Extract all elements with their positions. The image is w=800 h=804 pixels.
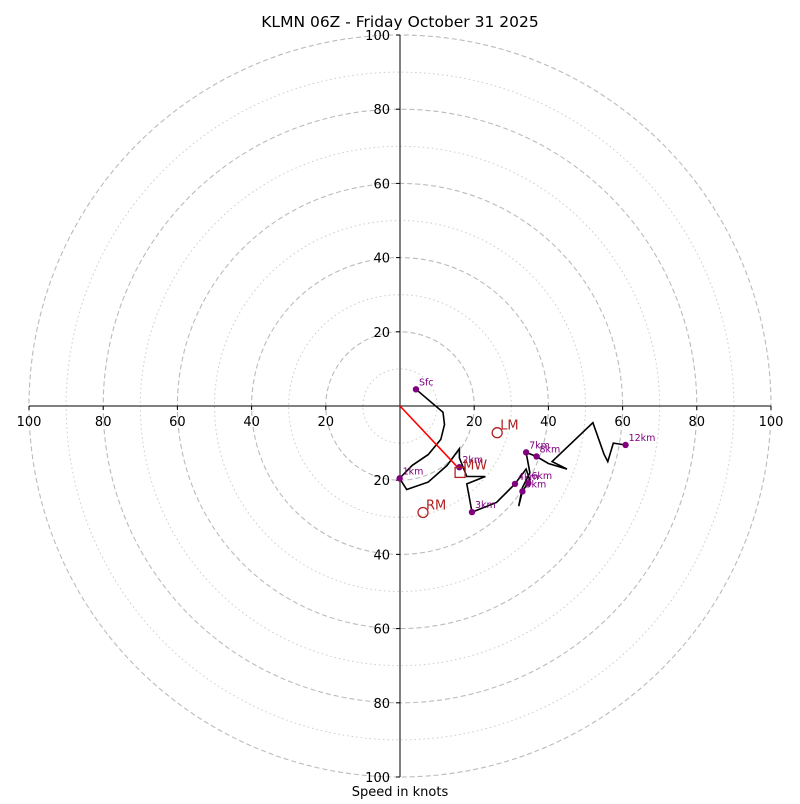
x-tick-label: 60 (169, 415, 186, 430)
height-marker-8km (533, 453, 540, 460)
height-marker-6km (525, 479, 532, 487)
height-marker-7km (522, 449, 530, 456)
height-marker-12km (622, 441, 629, 449)
x-tick-label: 100 (17, 415, 42, 430)
height-marker-5km (519, 488, 526, 495)
y-tick-label: 20 (373, 326, 390, 341)
height-label-7km: 7km (529, 440, 550, 451)
height-label-2km: 2km (462, 455, 483, 466)
x-axis-label: Speed in knots (352, 785, 449, 800)
y-tick-label: 80 (373, 697, 390, 712)
x-tick-label: 20 (318, 415, 335, 430)
y-tick-label: 60 (373, 623, 390, 638)
storm-motion-label-RM: RM (426, 498, 446, 513)
y-tick-label: 100 (365, 771, 390, 786)
x-tick-label: 20 (466, 415, 483, 430)
height-label-Sfc: Sfc (419, 377, 434, 388)
x-tick-label: 80 (95, 415, 112, 430)
height-label-1km: 1km (403, 466, 424, 477)
storm-motion-marker-MW (454, 466, 466, 479)
height-marker-3km (468, 508, 476, 516)
storm-motion-label-MW: MW (463, 458, 487, 473)
y-tick-label: 40 (373, 252, 390, 267)
y-tick-label: 40 (373, 548, 390, 563)
height-marker-1km (396, 475, 403, 482)
height-label-8km: 8km (540, 444, 561, 455)
series-group (398, 388, 626, 514)
y-tick-label: 100 (365, 29, 390, 44)
height-label-6km: 6km (531, 471, 552, 482)
height-label-12km: 12km (629, 433, 656, 444)
x-tick-label: 40 (540, 415, 557, 430)
storm-motion-marker-LM (491, 427, 503, 439)
storm-motion-label-LM: LM (500, 419, 518, 434)
tick-label-group: 100 80 60 40 20 20 40 60 80 100 100 80 60 40 20 20 40 60 8… (17, 29, 784, 786)
chart-title: KLMN 06Z - Friday October 31 2025 (261, 13, 538, 31)
height-label-5km: 5km (525, 479, 546, 490)
y-tick-label: 20 (373, 474, 390, 489)
height-label-3km: 3km (475, 500, 496, 511)
y-tick-label: 80 (373, 103, 390, 118)
x-tick-label: 80 (689, 415, 706, 430)
height-marker-4km (511, 480, 519, 488)
storm-motion-marker-RM (417, 506, 429, 519)
x-tick-label: 100 (759, 415, 784, 430)
height-marker-Sfc (412, 386, 420, 393)
y-tick-label: 60 (373, 177, 390, 192)
hodograph-trace (398, 388, 626, 514)
x-tick-label: 60 (614, 415, 631, 430)
height-label-4km: 4km (518, 472, 539, 483)
shear-vector-line (399, 405, 460, 470)
x-tick-label: 40 (243, 415, 260, 430)
